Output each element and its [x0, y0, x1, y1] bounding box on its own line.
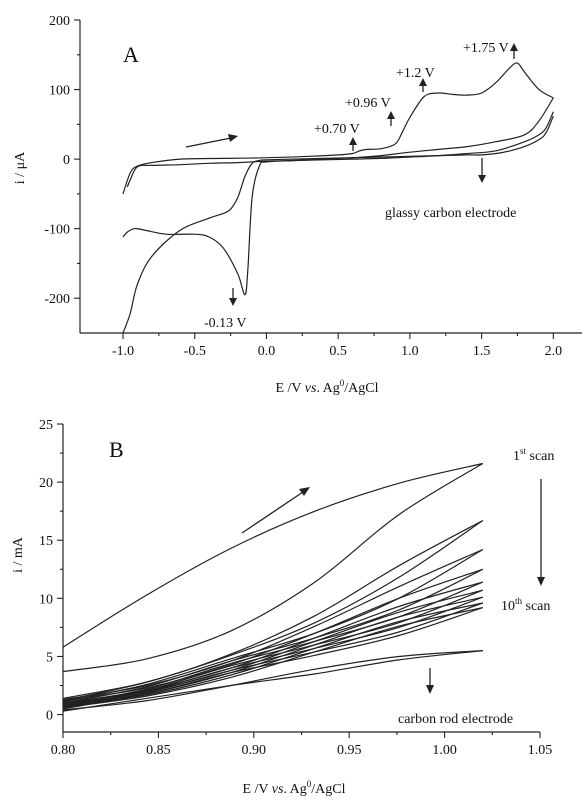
electrode-pointer-arrowhead-b	[426, 685, 434, 694]
chart-b-x-tick-label: 1.00	[432, 743, 457, 758]
chart-b-x-tick-label: 0.85	[146, 743, 171, 758]
chart-a-x-tick-label: 1.0	[401, 344, 419, 359]
cv-scan-reverse-3rd	[62, 548, 484, 701]
cv-scan-reverse-5th	[62, 581, 483, 704]
scan-direction-arrowhead-b	[299, 487, 310, 496]
chart-b-y-tick-label: 10	[39, 592, 53, 607]
peak-marker-0-96v-head	[387, 111, 395, 119]
cv-scan-reverse-9th	[62, 607, 483, 709]
annotation-peak-neg-0-13v: -0.13 V	[204, 316, 247, 331]
chart-a-x-tick-label: -0.5	[184, 344, 206, 359]
chart-b-y-tick-label: 0	[46, 709, 53, 724]
annotation-electrode-b: carbon rod electrode	[398, 712, 513, 727]
peak-marker-neg-0-13v-head	[229, 298, 237, 306]
cv-scan-reverse-10th	[62, 650, 483, 711]
annotation-peak-0-70v: +0.70 V	[314, 122, 360, 137]
cv-scan-reverse-8th	[62, 602, 483, 707]
chart-a-x-tick-label: 0.0	[258, 344, 276, 359]
annotation-peak-1-2v: +1.2 V	[396, 66, 435, 81]
chart-a-x-tick-label: -1.0	[112, 344, 134, 359]
peak-marker-0-70v-head	[349, 137, 357, 145]
panel-label-b: B	[109, 437, 124, 462]
chart-a-y-tick-label: 200	[49, 14, 70, 29]
y-axis-label-b: i / mA	[11, 536, 26, 573]
annotation-electrode-a: glassy carbon electrode	[385, 206, 516, 221]
cv-curve-a-1	[122, 97, 554, 296]
chart-a-x-tick-label: 1.5	[473, 344, 491, 359]
cv-curve-a-3	[126, 111, 554, 188]
cv-scan-forward-9th	[62, 607, 483, 710]
chart-b-y-tick-label: 15	[39, 534, 53, 549]
cv-scan-forward-2nd	[62, 520, 484, 702]
cv-curve-a-2	[122, 115, 554, 334]
annotation-peak-0-96v: +0.96 V	[345, 96, 391, 111]
cv-scan-forward-8th	[62, 602, 483, 709]
annotation-first-scan: 1st scan	[513, 446, 554, 464]
chart-a-y-tick-label: 0	[63, 153, 70, 168]
cv-scan-forward-7th	[62, 596, 484, 707]
chart-panel-a: -1.0 -0.5 0.0 0.5 1.0 1.5 2.0 -200 -100 0 100 200 A…	[0, 0, 582, 395]
chart-b-y-tick-label: 20	[39, 476, 53, 491]
scan-direction-arrowhead-a	[228, 134, 238, 142]
chart-b-x-tick-label: 0.95	[337, 743, 362, 758]
chart-b-x-tick-label: 1.05	[528, 743, 553, 758]
scan-direction-arrow-b	[241, 491, 304, 534]
peak-marker-1-75v-head	[510, 43, 518, 51]
chart-a-x-tick-label: 2.0	[545, 344, 563, 359]
cv-scan-reverse-2nd	[62, 519, 484, 699]
cv-scan-forward-3rd	[62, 548, 484, 703]
x-axis-label-b: E /V vs. Ag0/AgCl	[242, 779, 345, 797]
y-axis-label-a: i / μA	[13, 151, 28, 184]
chart-a-y-tick-label: -200	[44, 292, 70, 307]
chart-b-x-tick-label: 0.90	[242, 743, 267, 758]
panel-label-a: A	[123, 42, 139, 67]
chart-a-y-tick-label: 100	[49, 84, 70, 99]
cv-scan-reverse-1st	[62, 462, 484, 673]
cv-scan-reverse-4th	[62, 568, 483, 702]
cv-scan-forward-5th	[62, 581, 484, 705]
electrode-pointer-arrowhead-a	[478, 175, 486, 183]
cv-scan-forward-1st	[62, 462, 483, 648]
x-axis-label-a: E /V vs. Ag0/AgCl	[275, 378, 378, 395]
peak-marker-1-2v-head	[419, 78, 427, 86]
chart-b-y-tick-label: 25	[39, 418, 53, 433]
chart-a-x-tick-label: 0.5	[329, 344, 347, 359]
chart-a-y-tick-label: -100	[44, 223, 70, 238]
cv-curve-a-0	[122, 62, 554, 195]
chart-b-x-tick-label: 0.80	[51, 743, 76, 758]
scan-progression-arrowhead	[537, 577, 545, 586]
cv-scan-forward-10th	[62, 650, 483, 712]
annotation-peak-1-75v: +1.75 V	[463, 41, 509, 56]
chart-panel-b: 0.80 0.85 0.90 0.95 1.00 1.05 0 5 10 15 20 25 B i /…	[0, 395, 582, 802]
chart-b-y-tick-label: 5	[46, 650, 53, 665]
chart-b-svg: 0.80 0.85 0.90 0.95 1.00 1.05 0 5 10 15 20 25 B i /…	[11, 418, 554, 797]
annotation-tenth-scan: 10th scan	[501, 596, 550, 614]
chart-a-svg: -1.0 -0.5 0.0 0.5 1.0 1.5 2.0 -200 -100 0 100 200 A…	[13, 14, 582, 395]
scan-direction-arrow-a	[185, 136, 237, 148]
